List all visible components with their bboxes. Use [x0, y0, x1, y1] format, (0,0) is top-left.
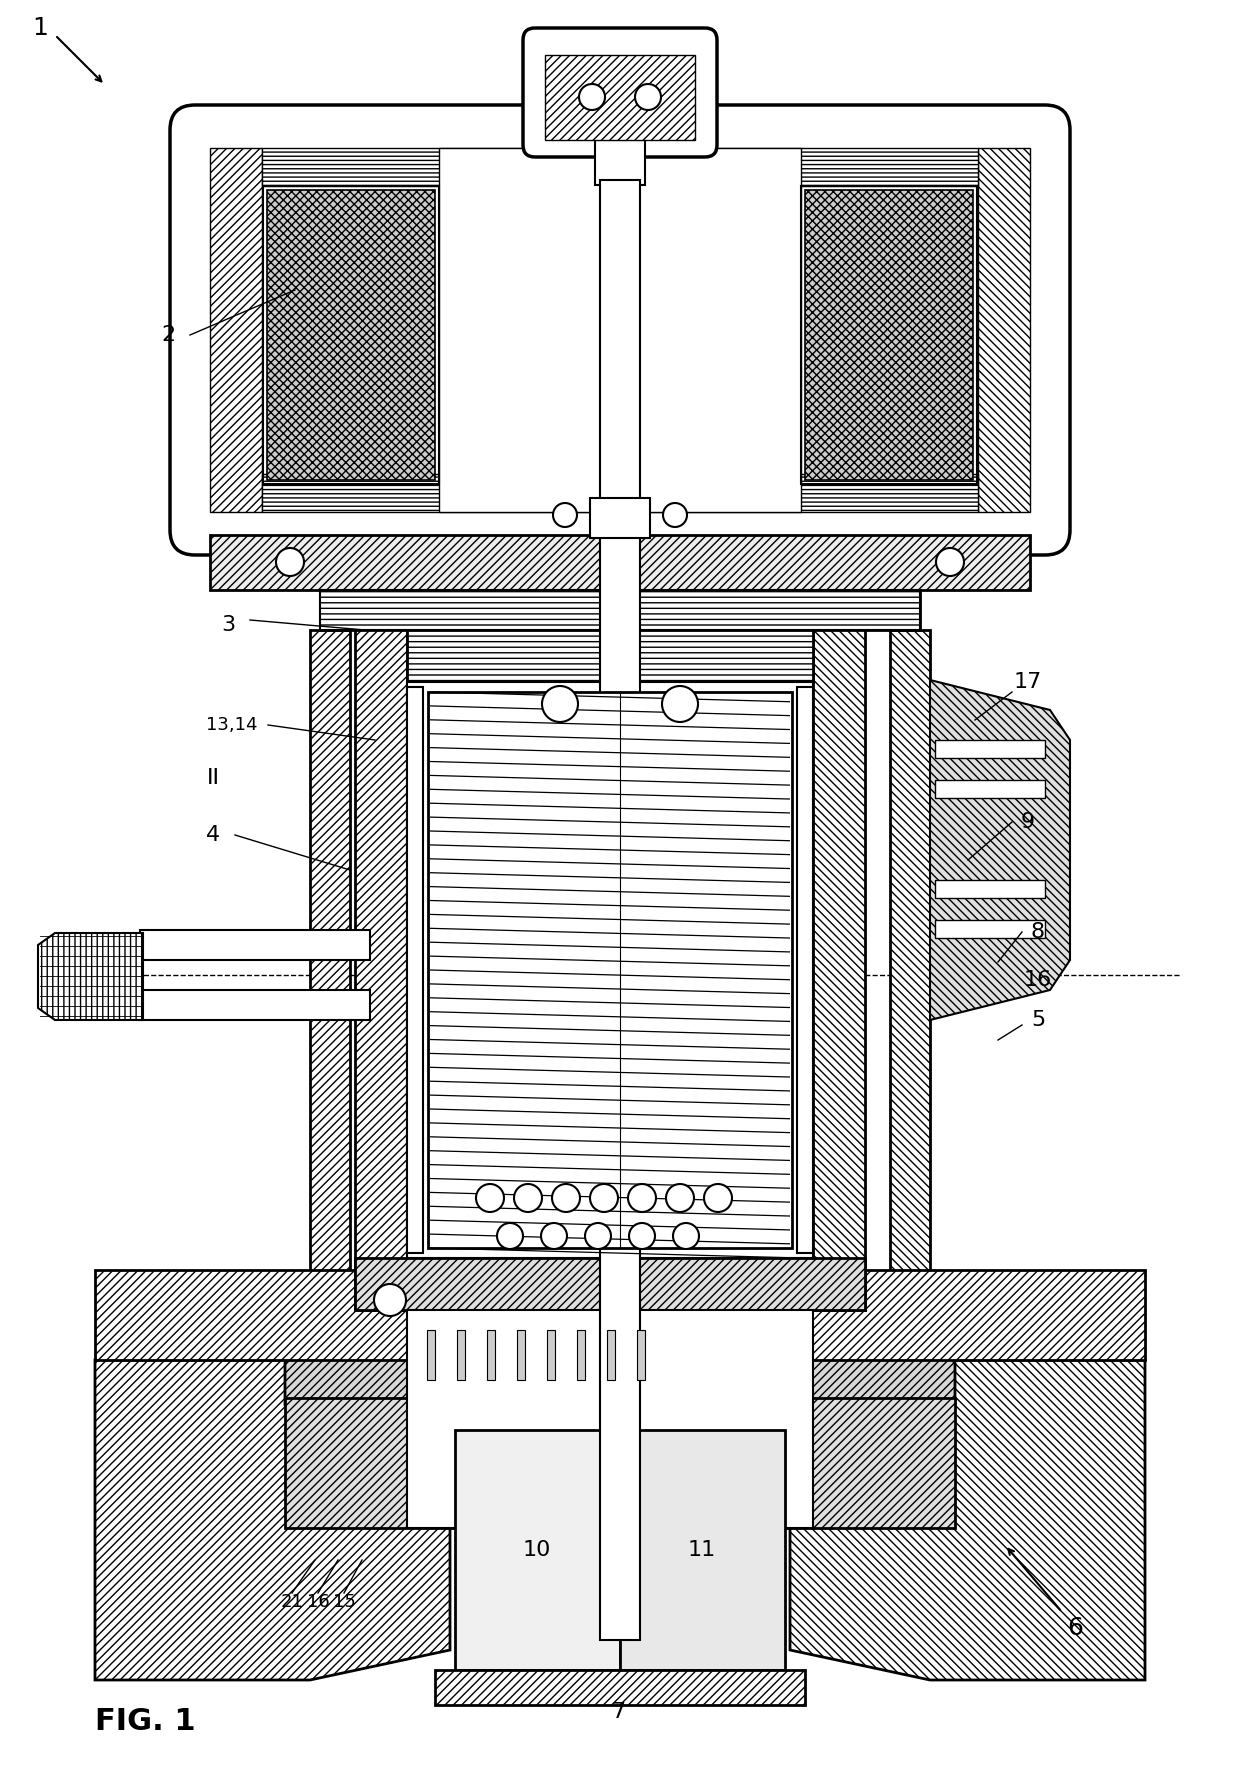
Text: 6: 6: [1066, 1616, 1083, 1639]
Text: 7: 7: [611, 1702, 625, 1723]
Text: 13,14: 13,14: [206, 717, 258, 734]
Polygon shape: [210, 535, 1030, 590]
Bar: [935, 781, 1045, 798]
Text: 5: 5: [1030, 1010, 1045, 1029]
Bar: [547, 1330, 556, 1380]
Circle shape: [476, 1184, 503, 1213]
Bar: [263, 187, 439, 484]
Polygon shape: [285, 1335, 955, 1422]
Bar: [935, 919, 1045, 939]
Circle shape: [515, 1184, 542, 1213]
Circle shape: [673, 1223, 699, 1248]
Bar: [797, 686, 813, 1253]
Bar: [600, 180, 640, 1639]
Circle shape: [666, 1184, 694, 1213]
Bar: [590, 498, 650, 539]
Bar: [267, 190, 435, 480]
Circle shape: [635, 84, 661, 110]
Bar: [577, 1330, 585, 1380]
Text: 11: 11: [688, 1540, 717, 1559]
Text: 16: 16: [306, 1593, 330, 1611]
Bar: [487, 1330, 495, 1380]
Text: 1: 1: [32, 16, 48, 39]
Bar: [439, 148, 801, 512]
Text: 4: 4: [206, 825, 219, 845]
Circle shape: [542, 686, 578, 722]
Circle shape: [541, 1223, 567, 1248]
Circle shape: [627, 1184, 656, 1213]
Bar: [978, 148, 1030, 512]
Bar: [320, 590, 920, 629]
Polygon shape: [285, 1398, 955, 1527]
Text: 2: 2: [161, 325, 175, 345]
Bar: [458, 1330, 465, 1380]
FancyBboxPatch shape: [523, 28, 717, 156]
Polygon shape: [310, 629, 350, 1335]
Bar: [595, 140, 645, 185]
Bar: [801, 187, 977, 484]
FancyBboxPatch shape: [170, 105, 1070, 555]
Bar: [450, 1360, 790, 1415]
Polygon shape: [790, 1360, 1145, 1680]
Circle shape: [936, 548, 963, 576]
Circle shape: [663, 503, 687, 526]
Bar: [935, 880, 1045, 898]
Circle shape: [585, 1223, 611, 1248]
Bar: [262, 475, 978, 512]
Bar: [407, 1310, 813, 1527]
Bar: [620, 1430, 785, 1670]
Bar: [608, 1330, 615, 1380]
Polygon shape: [930, 679, 1070, 1021]
Text: 15: 15: [332, 1593, 356, 1611]
Circle shape: [277, 548, 304, 576]
Text: FIG. 1: FIG. 1: [95, 1707, 196, 1737]
Bar: [428, 692, 792, 1248]
Circle shape: [552, 1184, 580, 1213]
Polygon shape: [355, 629, 407, 1310]
Bar: [95, 1269, 1145, 1360]
Bar: [407, 629, 813, 683]
Text: 10: 10: [523, 1540, 552, 1559]
Bar: [262, 148, 978, 187]
Circle shape: [704, 1184, 732, 1213]
Polygon shape: [38, 933, 143, 1021]
Text: II: II: [207, 768, 219, 788]
Circle shape: [497, 1223, 523, 1248]
Bar: [805, 190, 973, 480]
Bar: [407, 683, 813, 1259]
Text: 17: 17: [1014, 672, 1042, 692]
Polygon shape: [813, 629, 866, 1310]
Polygon shape: [95, 1360, 450, 1680]
Circle shape: [629, 1223, 655, 1248]
Bar: [428, 692, 792, 1248]
Circle shape: [579, 84, 605, 110]
Circle shape: [553, 503, 577, 526]
Circle shape: [590, 1184, 618, 1213]
Text: 3: 3: [221, 615, 236, 635]
Bar: [427, 1330, 435, 1380]
Circle shape: [374, 1284, 405, 1316]
Bar: [210, 148, 262, 512]
Circle shape: [662, 686, 698, 722]
Text: 21: 21: [280, 1593, 304, 1611]
Bar: [455, 1430, 620, 1670]
Bar: [517, 1330, 525, 1380]
Bar: [320, 590, 920, 629]
Bar: [140, 990, 370, 1021]
Bar: [435, 1670, 805, 1705]
Bar: [637, 1330, 645, 1380]
Polygon shape: [890, 629, 930, 1335]
Bar: [407, 686, 423, 1253]
Bar: [546, 55, 694, 140]
Bar: [140, 930, 370, 960]
Text: 16: 16: [1024, 971, 1052, 990]
Bar: [355, 1259, 866, 1310]
Text: 9: 9: [1021, 813, 1035, 832]
Bar: [935, 740, 1045, 757]
Text: 8: 8: [1030, 923, 1045, 942]
